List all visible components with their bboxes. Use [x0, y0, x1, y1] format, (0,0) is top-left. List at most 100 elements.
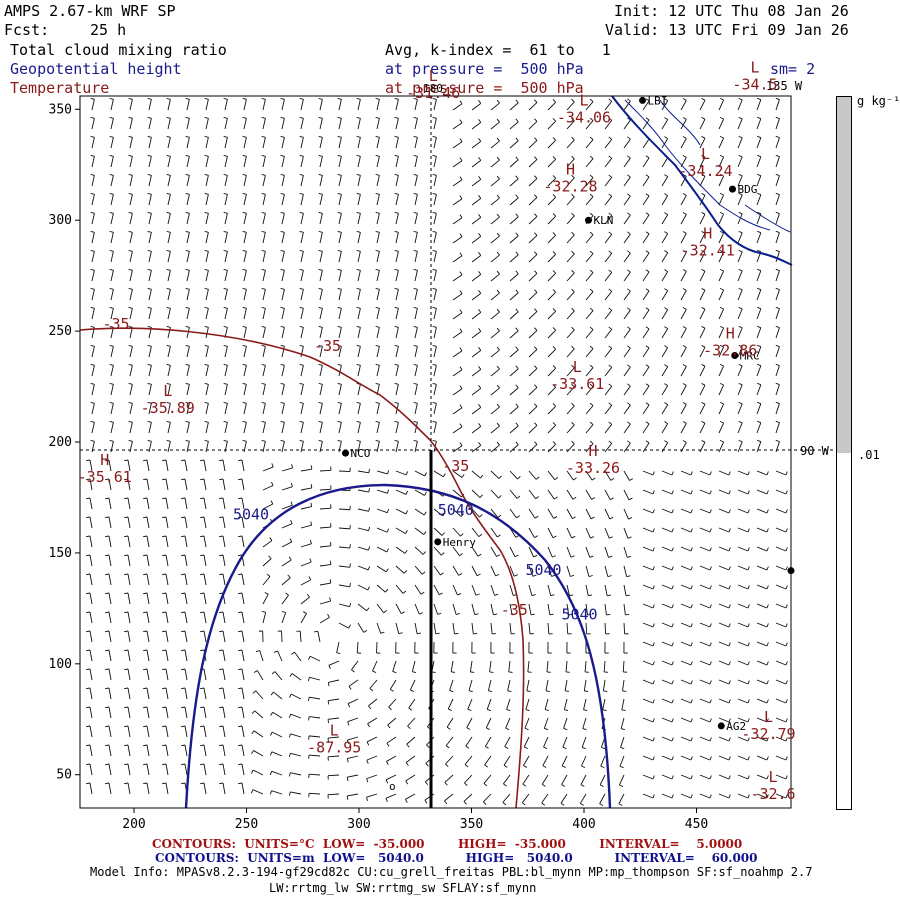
wind-barb-flag — [610, 497, 614, 501]
wind-barb — [718, 175, 725, 187]
wind-barb — [433, 622, 437, 634]
wind-barb — [91, 251, 95, 263]
wind-barb — [262, 594, 269, 605]
wind-barb — [452, 527, 461, 537]
wind-barb-flag — [766, 623, 769, 628]
wind-barb — [756, 118, 762, 130]
station-label: MRC — [740, 350, 760, 363]
wind-barb — [224, 308, 228, 320]
wind-barb — [471, 508, 480, 518]
wind-barb — [395, 365, 399, 377]
wind-barb-flag — [627, 174, 631, 178]
wind-barb — [718, 736, 730, 742]
wind-barb — [718, 137, 725, 149]
wind-barb — [108, 611, 112, 624]
wind-barb — [718, 660, 730, 666]
extremum-value: -32.6 — [750, 785, 795, 803]
wind-barb-flag — [608, 269, 613, 273]
wind-barb-flag — [690, 585, 693, 590]
wind-barb — [148, 346, 152, 358]
wind-barb-flag — [109, 363, 114, 366]
wind-barb — [281, 194, 285, 206]
wind-barb-flag — [645, 440, 650, 444]
wind-barb — [471, 236, 482, 244]
wind-barb — [167, 194, 171, 206]
wind-barb — [661, 138, 669, 149]
wind-barb-flag — [571, 345, 575, 350]
wind-barb — [680, 755, 692, 761]
wind-barb — [186, 232, 190, 244]
wind-barb — [224, 232, 228, 244]
wind-barb — [367, 717, 378, 725]
wind-barb — [602, 679, 606, 691]
wind-barb-flag — [690, 642, 693, 647]
wind-barb-flag — [413, 363, 418, 366]
wind-barb-flag — [728, 547, 731, 552]
wind-barb — [300, 251, 304, 263]
wind-barb-flag — [552, 156, 557, 160]
wind-barb — [357, 470, 369, 474]
wind-barb — [89, 782, 93, 795]
wind-barb — [444, 793, 454, 802]
wind-barb — [414, 118, 418, 130]
wind-barb — [619, 755, 625, 767]
wind-barb — [737, 717, 749, 723]
wind-barb-flag — [719, 420, 724, 424]
wind-barb — [599, 774, 606, 786]
wind-barb-flag — [652, 718, 655, 723]
wind-barb — [756, 99, 762, 111]
wind-barb-flag — [701, 326, 706, 329]
wind-barb-flag — [448, 708, 452, 711]
wind-barb-flag — [460, 533, 464, 537]
wind-barb — [490, 444, 500, 453]
wind-barb-flag — [608, 421, 613, 425]
wind-barb — [148, 270, 152, 282]
wind-barb — [661, 157, 669, 168]
wind-barb — [509, 565, 515, 577]
wind-barb-flag — [337, 97, 342, 100]
wind-barb-flag — [90, 420, 95, 423]
wind-barb — [585, 622, 588, 635]
wind-barb-flag — [86, 459, 91, 462]
wind-barb — [146, 611, 150, 624]
wind-barb — [319, 507, 332, 510]
wind-barb — [604, 386, 613, 396]
wind-barb-flag — [671, 642, 674, 647]
wind-barb — [524, 717, 530, 729]
wind-barb-flag — [590, 516, 595, 520]
wind-barb-flag — [728, 775, 731, 780]
wind-barb — [89, 763, 93, 776]
wind-barb-flag — [534, 308, 538, 312]
wind-barb-flag — [261, 325, 266, 328]
extremum-letter: L — [163, 382, 172, 400]
wind-barb-flag — [690, 699, 693, 704]
wind-barb — [186, 441, 190, 453]
wind-barb — [300, 118, 304, 130]
wind-barb-flag — [356, 192, 361, 195]
wind-barb — [581, 736, 587, 748]
wind-barb — [509, 508, 517, 519]
wind-barb — [661, 119, 669, 130]
wind-barb — [471, 622, 474, 634]
wind-barb-flag — [90, 249, 95, 252]
wind-barb-flag — [299, 192, 304, 195]
wind-barb-flag — [728, 585, 731, 590]
wind-barb — [642, 309, 650, 320]
wind-barb — [737, 137, 743, 149]
wind-barb — [503, 774, 511, 785]
wind-barb-flag — [109, 287, 114, 290]
wind-barb — [395, 584, 404, 594]
temperature-contour-label: -35 — [442, 457, 469, 475]
wind-barb — [433, 175, 437, 187]
wind-barb — [433, 346, 437, 358]
wind-barb — [737, 270, 743, 282]
wind-barb-flag — [166, 325, 171, 328]
wind-barb — [471, 489, 481, 498]
wind-barb-flag — [552, 365, 557, 369]
wind-barb — [300, 422, 304, 434]
wind-barb — [680, 717, 692, 723]
wind-barb-flag — [432, 382, 437, 385]
wind-barb — [256, 670, 264, 681]
wind-barb-flag — [90, 268, 95, 271]
